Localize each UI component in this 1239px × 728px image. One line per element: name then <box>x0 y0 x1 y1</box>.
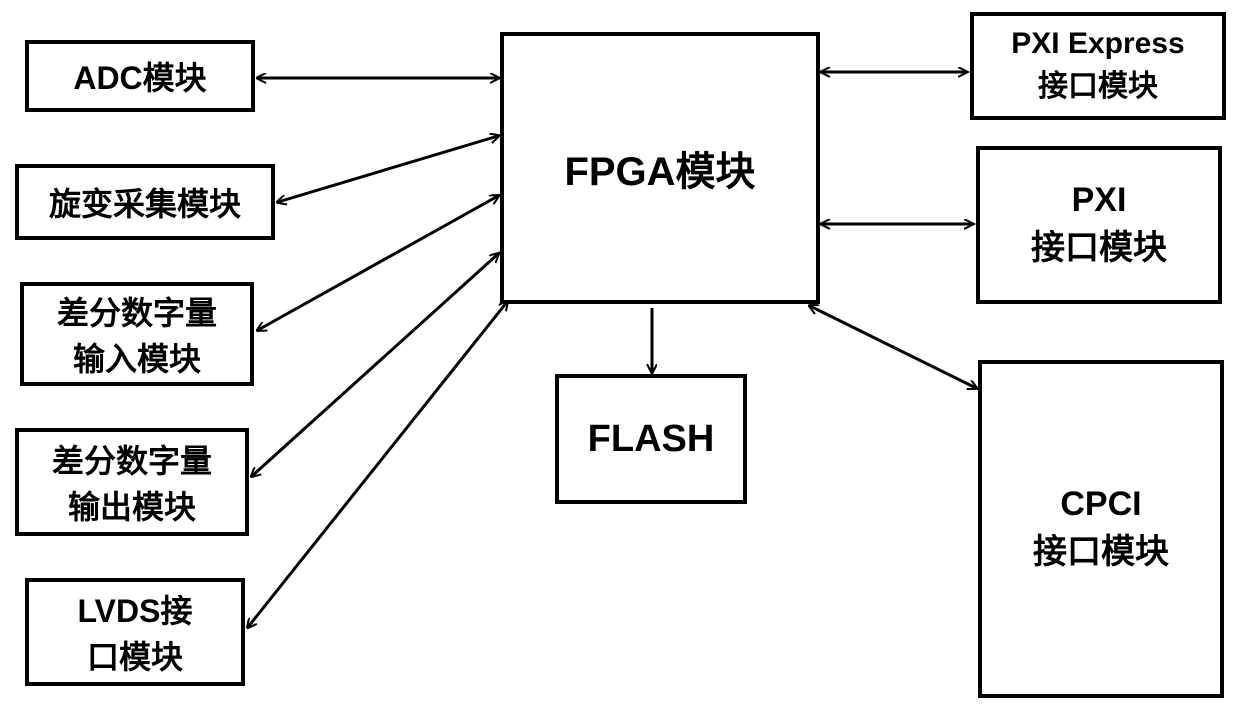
node-lvds: LVDS接口模块 <box>25 578 245 686</box>
node-label: LVDS接 <box>78 586 193 632</box>
edge-diffin-fpga <box>258 196 498 330</box>
node-resolver: 旋变采集模块 <box>15 164 275 240</box>
node-label: PXI Express <box>1011 27 1184 61</box>
edge-resolver-fpga <box>278 136 498 202</box>
node-pxie: PXI Express接口模块 <box>970 12 1226 120</box>
edge-fpga-cpci <box>810 306 976 388</box>
node-cpci: CPCI接口模块 <box>978 360 1224 698</box>
node-label: 口模块 <box>87 632 183 678</box>
node-label: 差分数字量 <box>57 288 217 334</box>
node-label: 接口模块 <box>1031 220 1167 269</box>
node-label: ADC模块 <box>73 53 206 99</box>
node-fpga: FPGA模块 <box>500 32 820 304</box>
node-label: 输入模块 <box>73 334 201 380</box>
node-diffout: 差分数字量输出模块 <box>15 428 249 536</box>
node-diffin: 差分数字量输入模块 <box>20 282 254 386</box>
node-label: FPGA模块 <box>564 139 755 197</box>
node-label: 旋变采集模块 <box>49 179 241 225</box>
node-adc: ADC模块 <box>25 40 255 112</box>
node-label: CPCI <box>1060 485 1141 524</box>
node-label: FLASH <box>588 418 715 461</box>
edge-diffout-fpga <box>252 254 498 476</box>
node-flash: FLASH <box>555 374 747 504</box>
node-label: PXI <box>1072 181 1127 220</box>
node-label: 差分数字量 <box>52 436 212 482</box>
node-label: 接口模块 <box>1033 524 1169 573</box>
node-label: 接口模块 <box>1038 61 1158 105</box>
edge-lvds-fpga <box>248 302 507 627</box>
node-pxi: PXI接口模块 <box>976 146 1222 304</box>
node-label: 输出模块 <box>68 482 196 528</box>
